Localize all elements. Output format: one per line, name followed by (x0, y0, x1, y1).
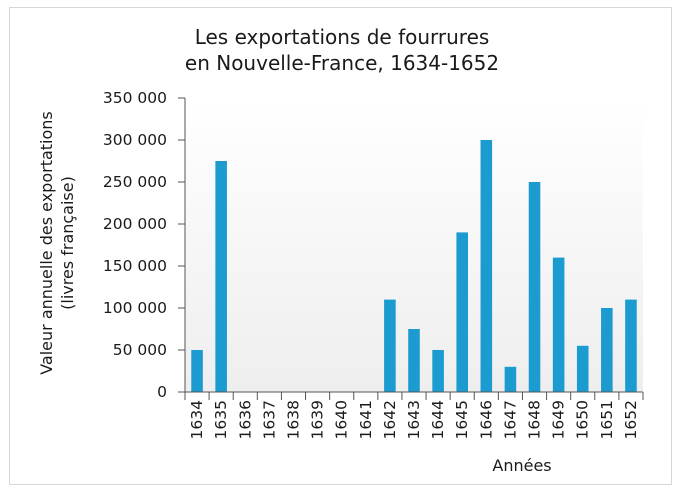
y-tick-label: 0 (157, 383, 167, 401)
y-axis-label-line-2: (livres française) (58, 176, 77, 310)
bar-1645 (456, 232, 468, 392)
bar-1635 (215, 161, 227, 392)
x-axis-ticks: 1634 1635 1636 1637 1638 1639 1640 1641 1642 1643… (184, 392, 644, 439)
x-tick-label: 1644 (429, 400, 447, 439)
y-tick-label: 50 000 (113, 341, 167, 359)
x-tick-label: 1636 (236, 400, 254, 439)
axes (184, 98, 643, 393)
bar-1652 (625, 299, 637, 392)
x-tick-label: 1649 (550, 400, 568, 439)
y-tick-label: 300 000 (103, 131, 167, 149)
x-tick-label: 1640 (333, 400, 351, 439)
x-tick-label: 1637 (260, 400, 278, 439)
bar-1649 (552, 257, 565, 392)
x-tick-label: 1645 (453, 400, 471, 439)
x-tick-label: 1642 (381, 400, 399, 439)
x-tick-label: 1646 (477, 400, 495, 439)
y-tick-label: 250 000 (103, 173, 167, 191)
bar-1648 (528, 182, 541, 392)
x-tick-label: 1652 (622, 400, 640, 439)
y-tick-label: 150 000 (103, 257, 167, 275)
y-tick-label: 350 000 (103, 89, 167, 107)
bar-1644 (432, 350, 444, 392)
bar-1634 (191, 350, 203, 392)
bars (191, 140, 637, 392)
chart-title-line-1: Les exportations de fourrures (195, 25, 490, 49)
bar-1646 (480, 140, 493, 392)
bar-1651 (601, 308, 613, 392)
x-tick-label: 1641 (357, 400, 375, 439)
bar-1650 (576, 345, 589, 392)
x-axis-label: Années (492, 456, 551, 475)
x-tick-label: 1638 (284, 400, 302, 439)
x-tick-label: 1651 (598, 400, 616, 439)
bar-1647 (504, 366, 517, 392)
x-tick-label: 1635 (212, 400, 230, 439)
bar-1642 (384, 299, 396, 392)
y-tick-label: 200 000 (103, 215, 167, 233)
x-tick-label: 1648 (526, 400, 544, 439)
y-axis-label-line-1: Valeur annuelle des exportations (37, 111, 56, 375)
x-tick-label: 1650 (574, 400, 592, 439)
y-tick-label: 100 000 (103, 299, 167, 317)
x-tick-label: 1643 (405, 400, 423, 439)
chart-title-line-2: en Nouvelle-France, 1634-1652 (185, 51, 499, 75)
x-tick-label: 1647 (501, 400, 519, 439)
y-axis-ticks: 0 50 000 100 000 150 000 200 000 250 000 300 0… (103, 89, 185, 401)
x-tick-label: 1639 (309, 400, 327, 439)
x-tick-label: 1634 (188, 400, 206, 439)
bar-1643 (408, 329, 420, 392)
